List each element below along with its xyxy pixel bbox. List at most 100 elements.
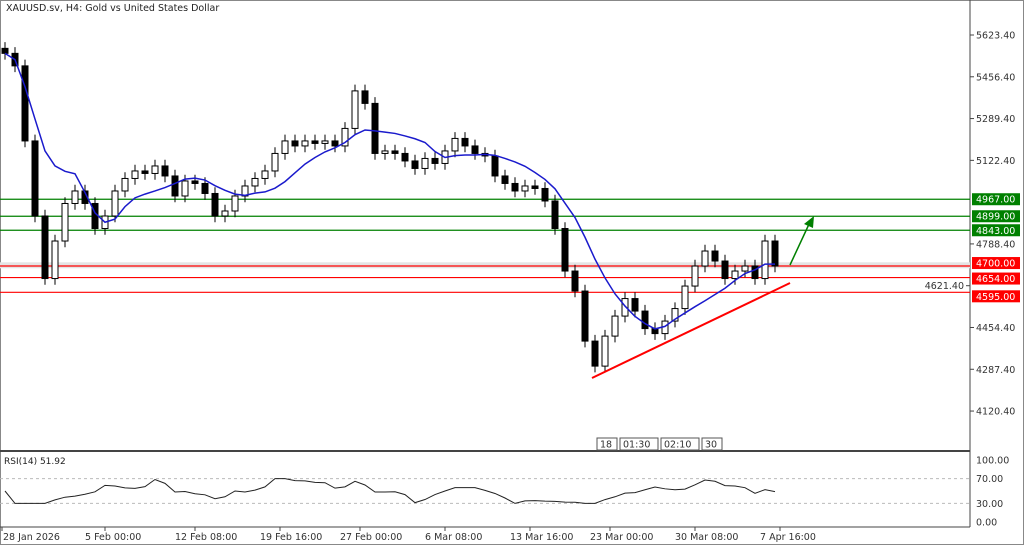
candle-body [141, 170, 149, 174]
candle-body [601, 335, 609, 367]
candle-body [221, 210, 229, 217]
candle-body [431, 157, 439, 164]
time-marker [619, 437, 659, 451]
price-tick-label: 5122.40 [976, 156, 1015, 167]
candle-body [71, 190, 79, 204]
candle-body [21, 65, 29, 142]
candle-body [131, 170, 139, 179]
candle-body [171, 175, 179, 197]
trendline [591, 282, 791, 379]
resistance-level-label-bg [972, 224, 1020, 237]
candle-body [771, 240, 779, 267]
target-arrow [789, 221, 811, 266]
candle-body [1, 47, 9, 54]
time-tick-label: 5 Feb 00:00 [85, 532, 141, 543]
candle-body [671, 308, 679, 322]
candle-body [61, 202, 69, 242]
time-tick-label: 19 Feb 16:00 [260, 532, 322, 543]
candle-body [161, 165, 169, 177]
time-marker-label: 18 [600, 440, 612, 451]
resistance-level-label-bg [972, 210, 1020, 223]
candle-body [751, 265, 759, 280]
candle-body [611, 315, 619, 337]
candle-body [371, 102, 379, 154]
rsi-tick-label: 100.00 [976, 456, 1009, 467]
time-tick-label: 13 Mar 16:00 [510, 532, 573, 543]
candle-body [681, 285, 689, 310]
support-level-label-bg [972, 290, 1020, 303]
price-tick-label: 4287.40 [976, 365, 1015, 376]
candle-body [691, 265, 699, 287]
candle-body [211, 192, 219, 217]
candle-body [191, 180, 199, 184]
candle-body [111, 190, 119, 217]
candle-body [561, 228, 569, 272]
candle-body [591, 340, 599, 367]
candle-body [491, 155, 499, 177]
support-level-label-bg [972, 257, 1020, 270]
candle-body [31, 140, 39, 217]
price-tick-label: 4788.40 [976, 239, 1015, 250]
time-marker-label: 01:30 [623, 440, 650, 451]
candle-body [451, 137, 459, 152]
time-marker [701, 437, 723, 451]
support-level-label: 4654.00 [976, 274, 1015, 285]
candle-body [521, 185, 529, 192]
resistance-level-label: 4843.00 [976, 226, 1015, 237]
candle-body [281, 140, 289, 154]
candle-body [541, 187, 549, 202]
candle-body [231, 195, 239, 212]
price-tick-label: 5456.40 [976, 72, 1015, 83]
candle-body [461, 137, 469, 147]
candle-body [471, 145, 479, 154]
candle-body [701, 250, 709, 267]
support-level-label: 4595.00 [976, 292, 1015, 303]
time-tick-label: 27 Feb 00:00 [340, 532, 402, 543]
candle-body [721, 260, 729, 280]
candle-body [351, 90, 359, 129]
price-band [0, 262, 970, 269]
resistance-level-label-bg [972, 193, 1020, 206]
time-marker [660, 437, 700, 451]
time-marker-label: 02:10 [664, 440, 691, 451]
chart-title: XAUUSD.sv, H4: Gold vs United States Dol… [6, 3, 220, 14]
time-tick-label: 6 Mar 08:00 [425, 532, 482, 543]
candle-body [261, 170, 269, 179]
price-tick-label: 5623.40 [976, 31, 1015, 42]
time-marker-label: 30 [705, 440, 717, 451]
support-level-label: 4700.00 [976, 259, 1015, 270]
candle-body [121, 177, 129, 192]
candle-body [571, 270, 579, 292]
time-tick-label: 30 Mar 08:00 [675, 532, 738, 543]
candle-body [201, 182, 209, 194]
candle-body [361, 90, 369, 104]
candle-body [51, 240, 59, 280]
candle-body [501, 175, 509, 184]
time-tick-label: 28 Jan 2026 [3, 532, 60, 543]
price-tick-label: 4120.40 [976, 407, 1015, 418]
candle-body [621, 298, 629, 317]
candle-body [41, 215, 49, 280]
candle-body [341, 127, 349, 147]
price-tick-label: 4454.40 [976, 323, 1015, 334]
resistance-level-label: 4967.00 [976, 195, 1015, 206]
rsi-tick-label: 70.00 [976, 474, 1003, 485]
arrow-head-icon [804, 216, 814, 228]
candle-body [321, 140, 329, 144]
candle-body [251, 177, 259, 187]
candle-body [761, 240, 769, 280]
candle-body [311, 140, 319, 144]
candle-body [151, 165, 159, 174]
candle-body [731, 270, 739, 280]
candle-body [301, 140, 309, 147]
rsi-line [4, 478, 776, 504]
candle-body [381, 150, 389, 154]
candle-body [411, 160, 419, 169]
candle-body [331, 140, 339, 147]
candle-body [531, 185, 539, 189]
candle-body [631, 298, 639, 312]
support-level-label-bg [972, 272, 1020, 285]
rsi-tick-label: 0.00 [976, 518, 997, 529]
